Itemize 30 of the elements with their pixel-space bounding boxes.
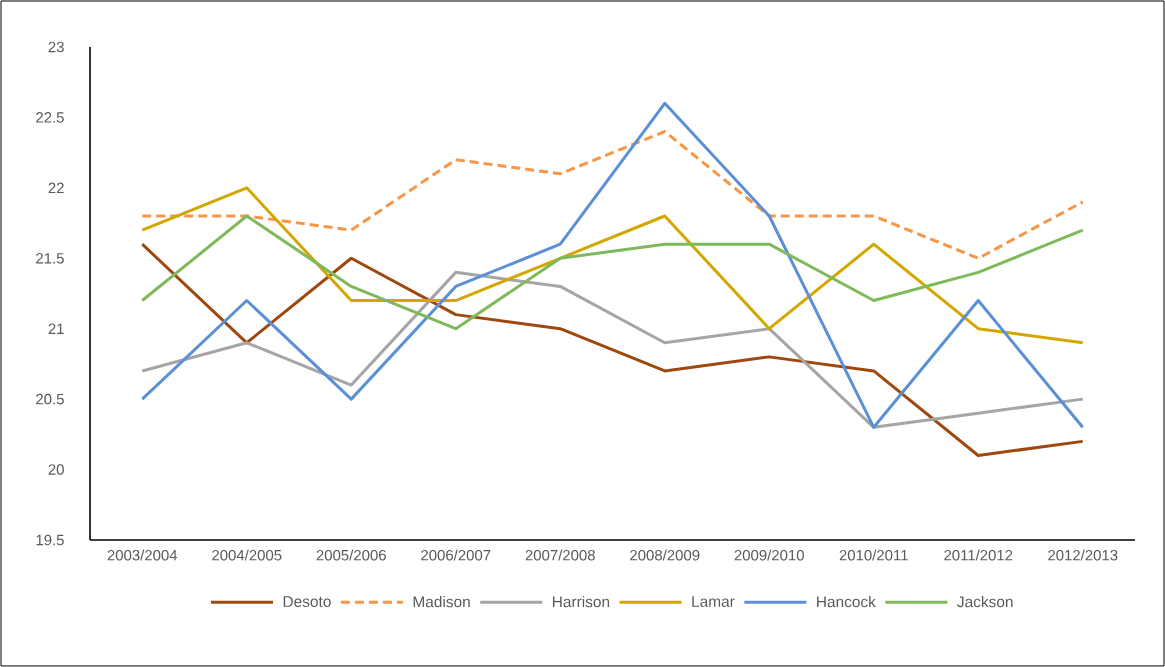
y-tick-label: 20 (48, 464, 64, 475)
x-tick-label: 2011/2012 (944, 549, 1013, 561)
y-tick-label: 23 (48, 41, 64, 53)
line-series (140, 214, 1085, 331)
x-tick-label: 2009/2010 (734, 549, 804, 561)
x-tick-label: 2008/2009 (630, 549, 700, 561)
line-series (140, 270, 1085, 429)
legend-label: Hancock (817, 595, 876, 608)
line-series (140, 101, 1085, 429)
legend-label: Madison (413, 595, 470, 608)
legend-label: Desoto (283, 596, 331, 607)
legend-label: Lamar (692, 596, 735, 607)
line-series (140, 186, 1085, 345)
line-series (140, 242, 1085, 457)
x-tick-label: 2012/2013 (1048, 549, 1118, 561)
y-tick-label: 22 (48, 182, 64, 194)
y-tick-label: 20.5 (36, 393, 64, 405)
line-series (140, 130, 1085, 260)
y-tick-label: 21.5 (36, 252, 64, 264)
x-tick-label: 2006/2007 (421, 549, 491, 561)
legend-label: Jackson (957, 595, 1013, 608)
y-tick-label: 22.5 (36, 112, 64, 123)
y-tick-label: 19.5 (36, 534, 64, 546)
x-tick-label: 2005/2006 (316, 549, 386, 561)
x-tick-label: 2007/2008 (525, 549, 595, 561)
x-tick-label: 2010/2011 (839, 549, 908, 561)
x-tick-label: 2003/2004 (107, 549, 178, 561)
legend-label: Harrison (552, 595, 610, 608)
x-tick-label: 2004/2005 (212, 549, 282, 561)
y-tick-label: 21 (48, 323, 64, 334)
